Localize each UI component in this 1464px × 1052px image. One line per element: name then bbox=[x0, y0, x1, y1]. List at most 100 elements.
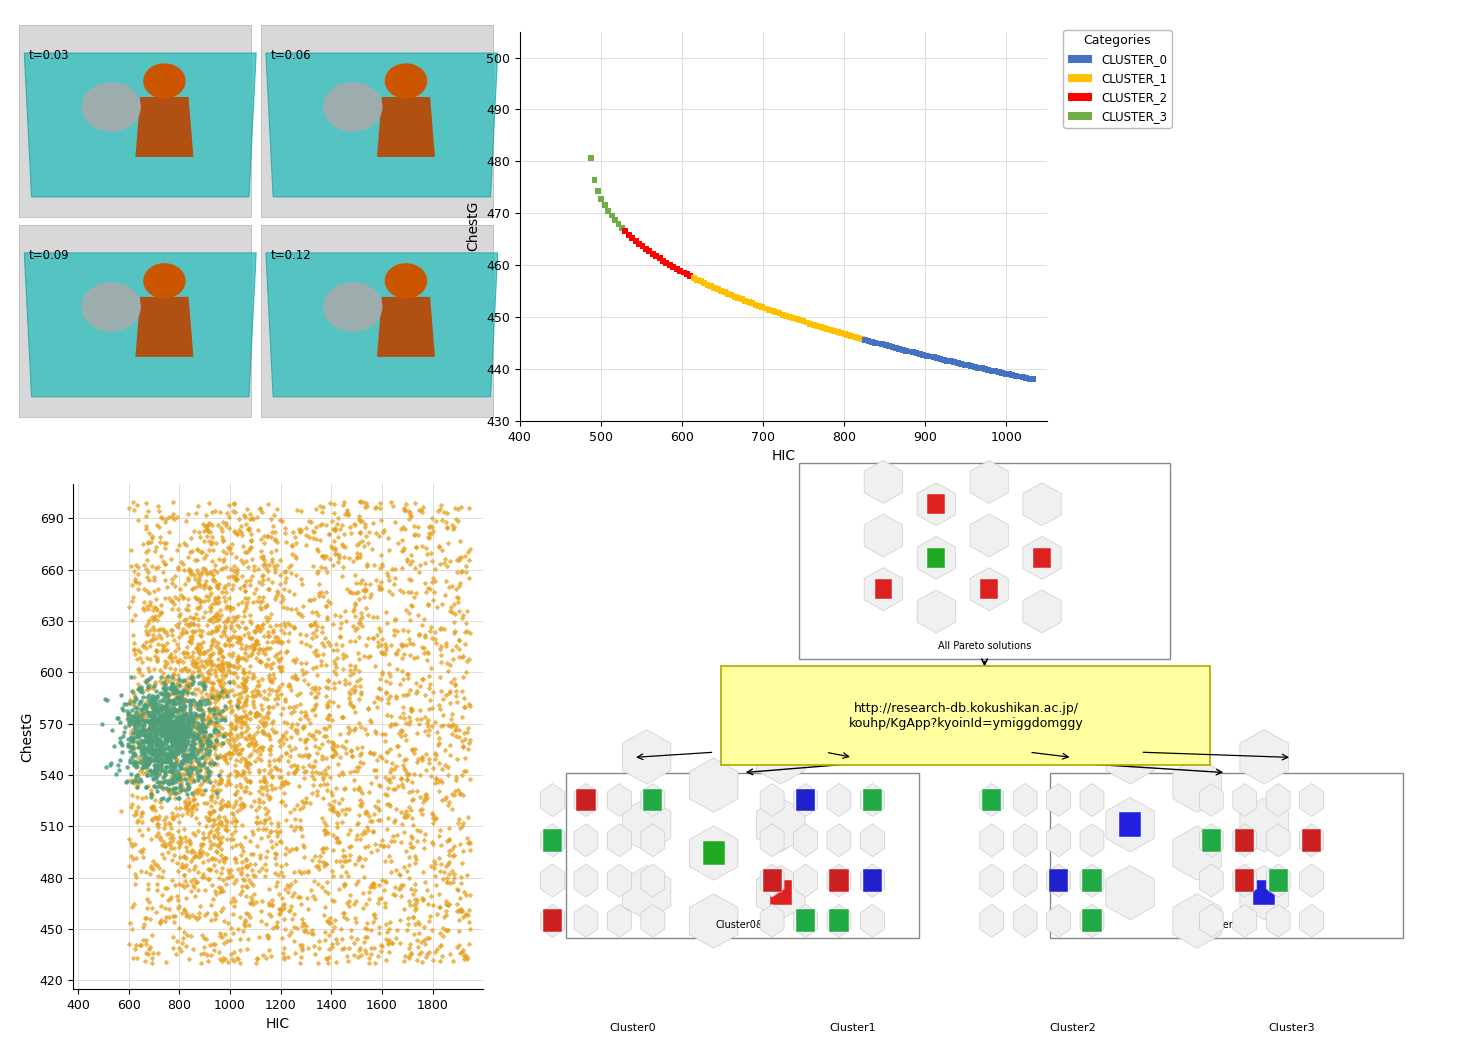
Point bbox=[149, 596, 173, 613]
Point bbox=[259, 824, 283, 841]
Point bbox=[119, 732, 142, 749]
Point bbox=[269, 649, 293, 666]
Point bbox=[373, 726, 397, 743]
Point bbox=[217, 954, 240, 971]
Point bbox=[265, 913, 288, 930]
Point bbox=[139, 767, 163, 784]
Point bbox=[344, 855, 367, 872]
Point bbox=[363, 658, 386, 674]
Point bbox=[146, 746, 170, 763]
Point bbox=[139, 694, 163, 711]
Point bbox=[369, 777, 392, 794]
Point bbox=[423, 750, 447, 767]
Point bbox=[348, 513, 372, 530]
Point bbox=[231, 796, 255, 813]
Point bbox=[157, 691, 180, 708]
Point bbox=[164, 715, 187, 732]
Point bbox=[189, 733, 212, 750]
Point bbox=[310, 841, 334, 857]
Point bbox=[233, 751, 256, 768]
Point bbox=[375, 672, 398, 689]
Point bbox=[253, 627, 277, 644]
Point bbox=[325, 818, 348, 835]
Point bbox=[171, 735, 195, 752]
Point bbox=[375, 951, 398, 968]
Point bbox=[196, 730, 220, 747]
Point bbox=[206, 658, 230, 674]
Point bbox=[410, 750, 433, 767]
Point bbox=[129, 679, 152, 695]
Point bbox=[227, 510, 250, 527]
Point bbox=[133, 725, 157, 742]
Point bbox=[164, 682, 187, 699]
Point bbox=[258, 942, 281, 958]
Point bbox=[145, 768, 168, 785]
Point bbox=[310, 515, 334, 532]
Point bbox=[411, 610, 435, 627]
Point bbox=[203, 851, 227, 868]
Point bbox=[347, 534, 370, 551]
Point bbox=[182, 825, 205, 842]
Point bbox=[244, 592, 268, 609]
Point bbox=[192, 560, 215, 576]
Point bbox=[293, 838, 316, 855]
Point bbox=[189, 946, 212, 963]
Point bbox=[167, 863, 190, 879]
Point bbox=[190, 623, 214, 640]
Point bbox=[146, 725, 170, 742]
Point bbox=[398, 939, 422, 956]
Point bbox=[239, 571, 262, 588]
Point bbox=[193, 768, 217, 785]
Point bbox=[157, 814, 180, 831]
Point bbox=[397, 948, 420, 965]
Point bbox=[189, 954, 212, 971]
Point bbox=[354, 945, 378, 962]
Point bbox=[174, 752, 198, 769]
Point bbox=[135, 778, 158, 795]
Point bbox=[233, 607, 256, 624]
Point bbox=[198, 825, 221, 842]
Point bbox=[302, 524, 325, 541]
Point bbox=[451, 606, 474, 623]
Point bbox=[369, 511, 392, 528]
Polygon shape bbox=[690, 758, 738, 812]
Point bbox=[211, 702, 234, 719]
Point bbox=[239, 755, 262, 772]
Point bbox=[163, 736, 186, 753]
Point bbox=[271, 512, 294, 529]
Point bbox=[249, 712, 272, 729]
Point bbox=[230, 714, 253, 731]
Point bbox=[155, 704, 179, 721]
Point bbox=[206, 723, 230, 740]
Point bbox=[237, 772, 261, 789]
Point bbox=[171, 555, 195, 572]
Point bbox=[198, 746, 221, 763]
Point bbox=[252, 551, 275, 568]
Point bbox=[258, 894, 281, 911]
Point bbox=[256, 928, 280, 945]
Point bbox=[168, 766, 192, 783]
Polygon shape bbox=[622, 730, 671, 784]
Point bbox=[126, 750, 149, 767]
Point bbox=[155, 747, 179, 764]
Point bbox=[239, 846, 262, 863]
Point bbox=[141, 528, 164, 545]
Point bbox=[157, 691, 180, 708]
Point bbox=[432, 621, 455, 638]
Point bbox=[233, 665, 256, 682]
Point bbox=[234, 708, 258, 725]
Point bbox=[324, 540, 347, 557]
Point bbox=[278, 705, 302, 722]
Point bbox=[283, 547, 306, 564]
Polygon shape bbox=[1266, 784, 1290, 816]
Point bbox=[201, 782, 224, 798]
Point bbox=[427, 937, 451, 954]
Point bbox=[157, 844, 180, 861]
Point bbox=[447, 589, 470, 606]
Point bbox=[183, 790, 206, 807]
Point bbox=[124, 803, 148, 820]
Point bbox=[256, 495, 280, 512]
Point bbox=[168, 800, 192, 816]
Point bbox=[363, 745, 386, 762]
Point bbox=[199, 734, 223, 751]
